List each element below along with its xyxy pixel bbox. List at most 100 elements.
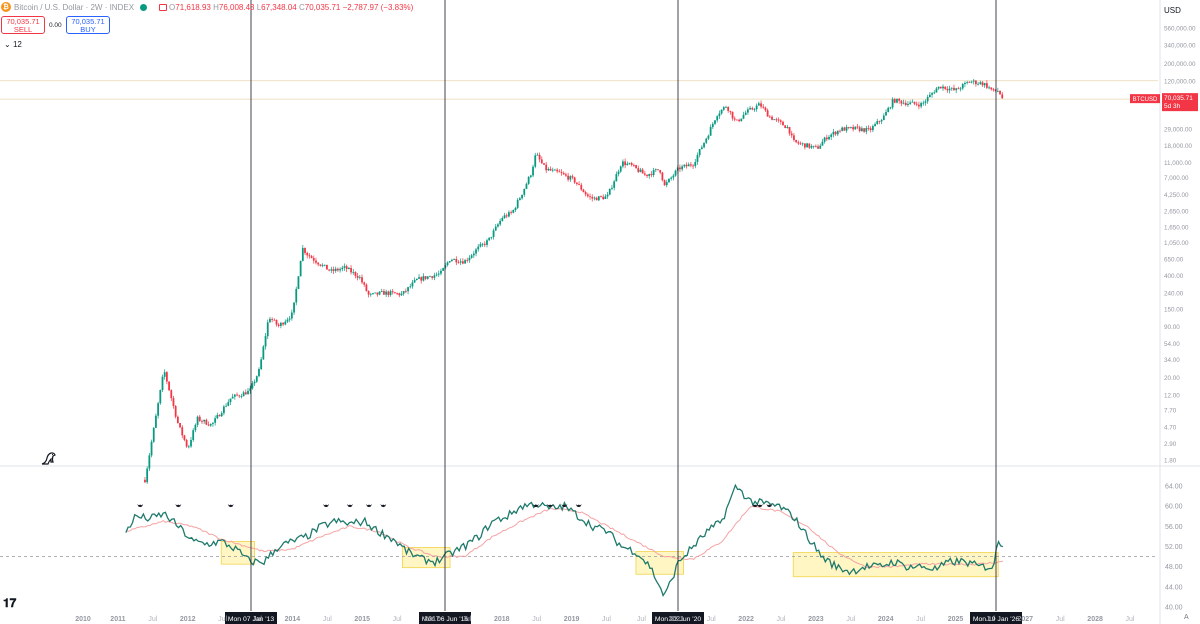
candle-body <box>981 82 984 86</box>
candle-body <box>247 390 249 395</box>
candle-body <box>578 183 580 185</box>
candle-body <box>799 143 802 145</box>
candle-body <box>413 280 416 283</box>
candle-body <box>628 163 631 164</box>
candle-body <box>214 418 217 423</box>
candle-body <box>946 88 949 91</box>
candle-body <box>696 155 699 162</box>
time-tick-label: 2024 <box>878 616 894 623</box>
candle-body <box>882 115 885 121</box>
candle-body <box>367 291 370 295</box>
candle-body <box>700 147 703 150</box>
candle-body <box>836 130 839 135</box>
candle-body <box>426 276 429 279</box>
candle-body <box>944 86 947 89</box>
price-tick-label: 200,000.00 <box>1164 61 1196 68</box>
buy-button[interactable]: 70,035.71 BUY <box>66 16 110 34</box>
candle-body <box>698 149 701 156</box>
candle-body <box>183 435 186 440</box>
bull-marker-icon <box>175 504 182 508</box>
bull-marker-icon <box>346 504 353 508</box>
candle-body <box>358 277 361 279</box>
sell-button[interactable]: 70,035.71 SELL <box>1 16 45 34</box>
candle-body <box>282 322 284 325</box>
candle-body <box>483 243 486 245</box>
candle-body <box>999 90 1001 95</box>
candle-body <box>203 419 206 422</box>
candle-body <box>317 262 320 265</box>
candle-body <box>475 249 477 254</box>
candle-body <box>521 194 523 199</box>
candle-body <box>740 118 743 122</box>
candle-body <box>742 114 745 119</box>
currency-label[interactable]: USD <box>1164 6 1181 15</box>
time-tick-label: Jul <box>916 616 925 623</box>
time-tick-label: 2018 <box>494 616 510 623</box>
candle-body <box>402 291 405 294</box>
candle-body <box>689 164 692 166</box>
candle-body <box>380 291 383 292</box>
candle-body <box>468 257 471 261</box>
candle-body <box>646 174 648 177</box>
candle-body <box>437 273 440 275</box>
candle-body <box>163 372 166 377</box>
candle-body <box>865 127 868 132</box>
candle-body <box>977 83 980 85</box>
candle-body <box>768 116 771 118</box>
candle-body <box>755 105 758 110</box>
auto-scale-button[interactable]: A <box>1184 614 1189 621</box>
price-tick-label: 7.70 <box>1164 408 1177 415</box>
candle-body <box>602 196 605 200</box>
candle-body <box>321 264 324 266</box>
candle-body <box>955 88 958 91</box>
candle-body <box>968 82 971 83</box>
time-tick-label: 2012 <box>180 616 196 623</box>
candle-body <box>534 155 537 167</box>
candle-body <box>817 146 819 149</box>
candle-body <box>834 131 837 135</box>
candle-body <box>301 247 304 261</box>
candle-body <box>440 270 442 274</box>
candle-body <box>709 127 712 136</box>
candle-body <box>665 182 668 186</box>
candle-body <box>396 293 399 295</box>
bull-horns <box>175 504 182 508</box>
market-open-dot-icon <box>140 3 148 11</box>
candle-body <box>144 479 146 483</box>
candle-body <box>635 165 637 169</box>
candle-body <box>823 137 826 142</box>
candle-body <box>374 292 377 294</box>
bull-horns <box>366 504 372 508</box>
time-tick-label: Jul <box>1056 616 1065 623</box>
candle-body <box>613 181 616 188</box>
time-tick-label: 2025 <box>948 616 964 623</box>
candle-body <box>431 276 434 278</box>
rsi-axis[interactable]: 64.00 60.00 56.00 52.00 48.00 44.00 40.00 <box>1165 484 1183 612</box>
candle-body <box>547 168 550 171</box>
candle-body <box>514 207 517 210</box>
symbol-title[interactable]: Bitcoin / U.S. Dollar · 2W · INDEX <box>14 2 135 12</box>
candle-body <box>722 107 725 110</box>
candle-body <box>157 403 160 416</box>
candle-body <box>409 286 412 288</box>
candle-body <box>179 423 181 428</box>
candle-body <box>459 261 462 263</box>
time-axis[interactable]: 2010 2011 Jul 2012 Jul Jul 2014 Jul 2015 Jul 2017 J… <box>75 616 1135 623</box>
candle-body <box>736 119 738 121</box>
candle-body <box>429 276 431 278</box>
dinosaur-icon[interactable] <box>40 450 58 466</box>
time-tick-label: Jul <box>462 616 471 623</box>
tradingview-logo-icon[interactable]: 𝟏𝟕 <box>3 596 17 610</box>
candle-body <box>538 154 541 160</box>
candle-body <box>253 381 256 384</box>
candle-body <box>155 415 157 428</box>
candle-body <box>569 176 572 180</box>
candle-body <box>819 145 822 149</box>
price-axis[interactable]: 560,000.00 340,000.00 200,000.00 120,000.00… <box>1164 26 1196 465</box>
indicators-toggle[interactable]: ⌄ 12 <box>4 40 22 49</box>
flag-icon[interactable] <box>159 3 168 11</box>
candle-body <box>540 159 543 164</box>
candle-body <box>565 174 567 176</box>
candle-body <box>714 120 716 124</box>
